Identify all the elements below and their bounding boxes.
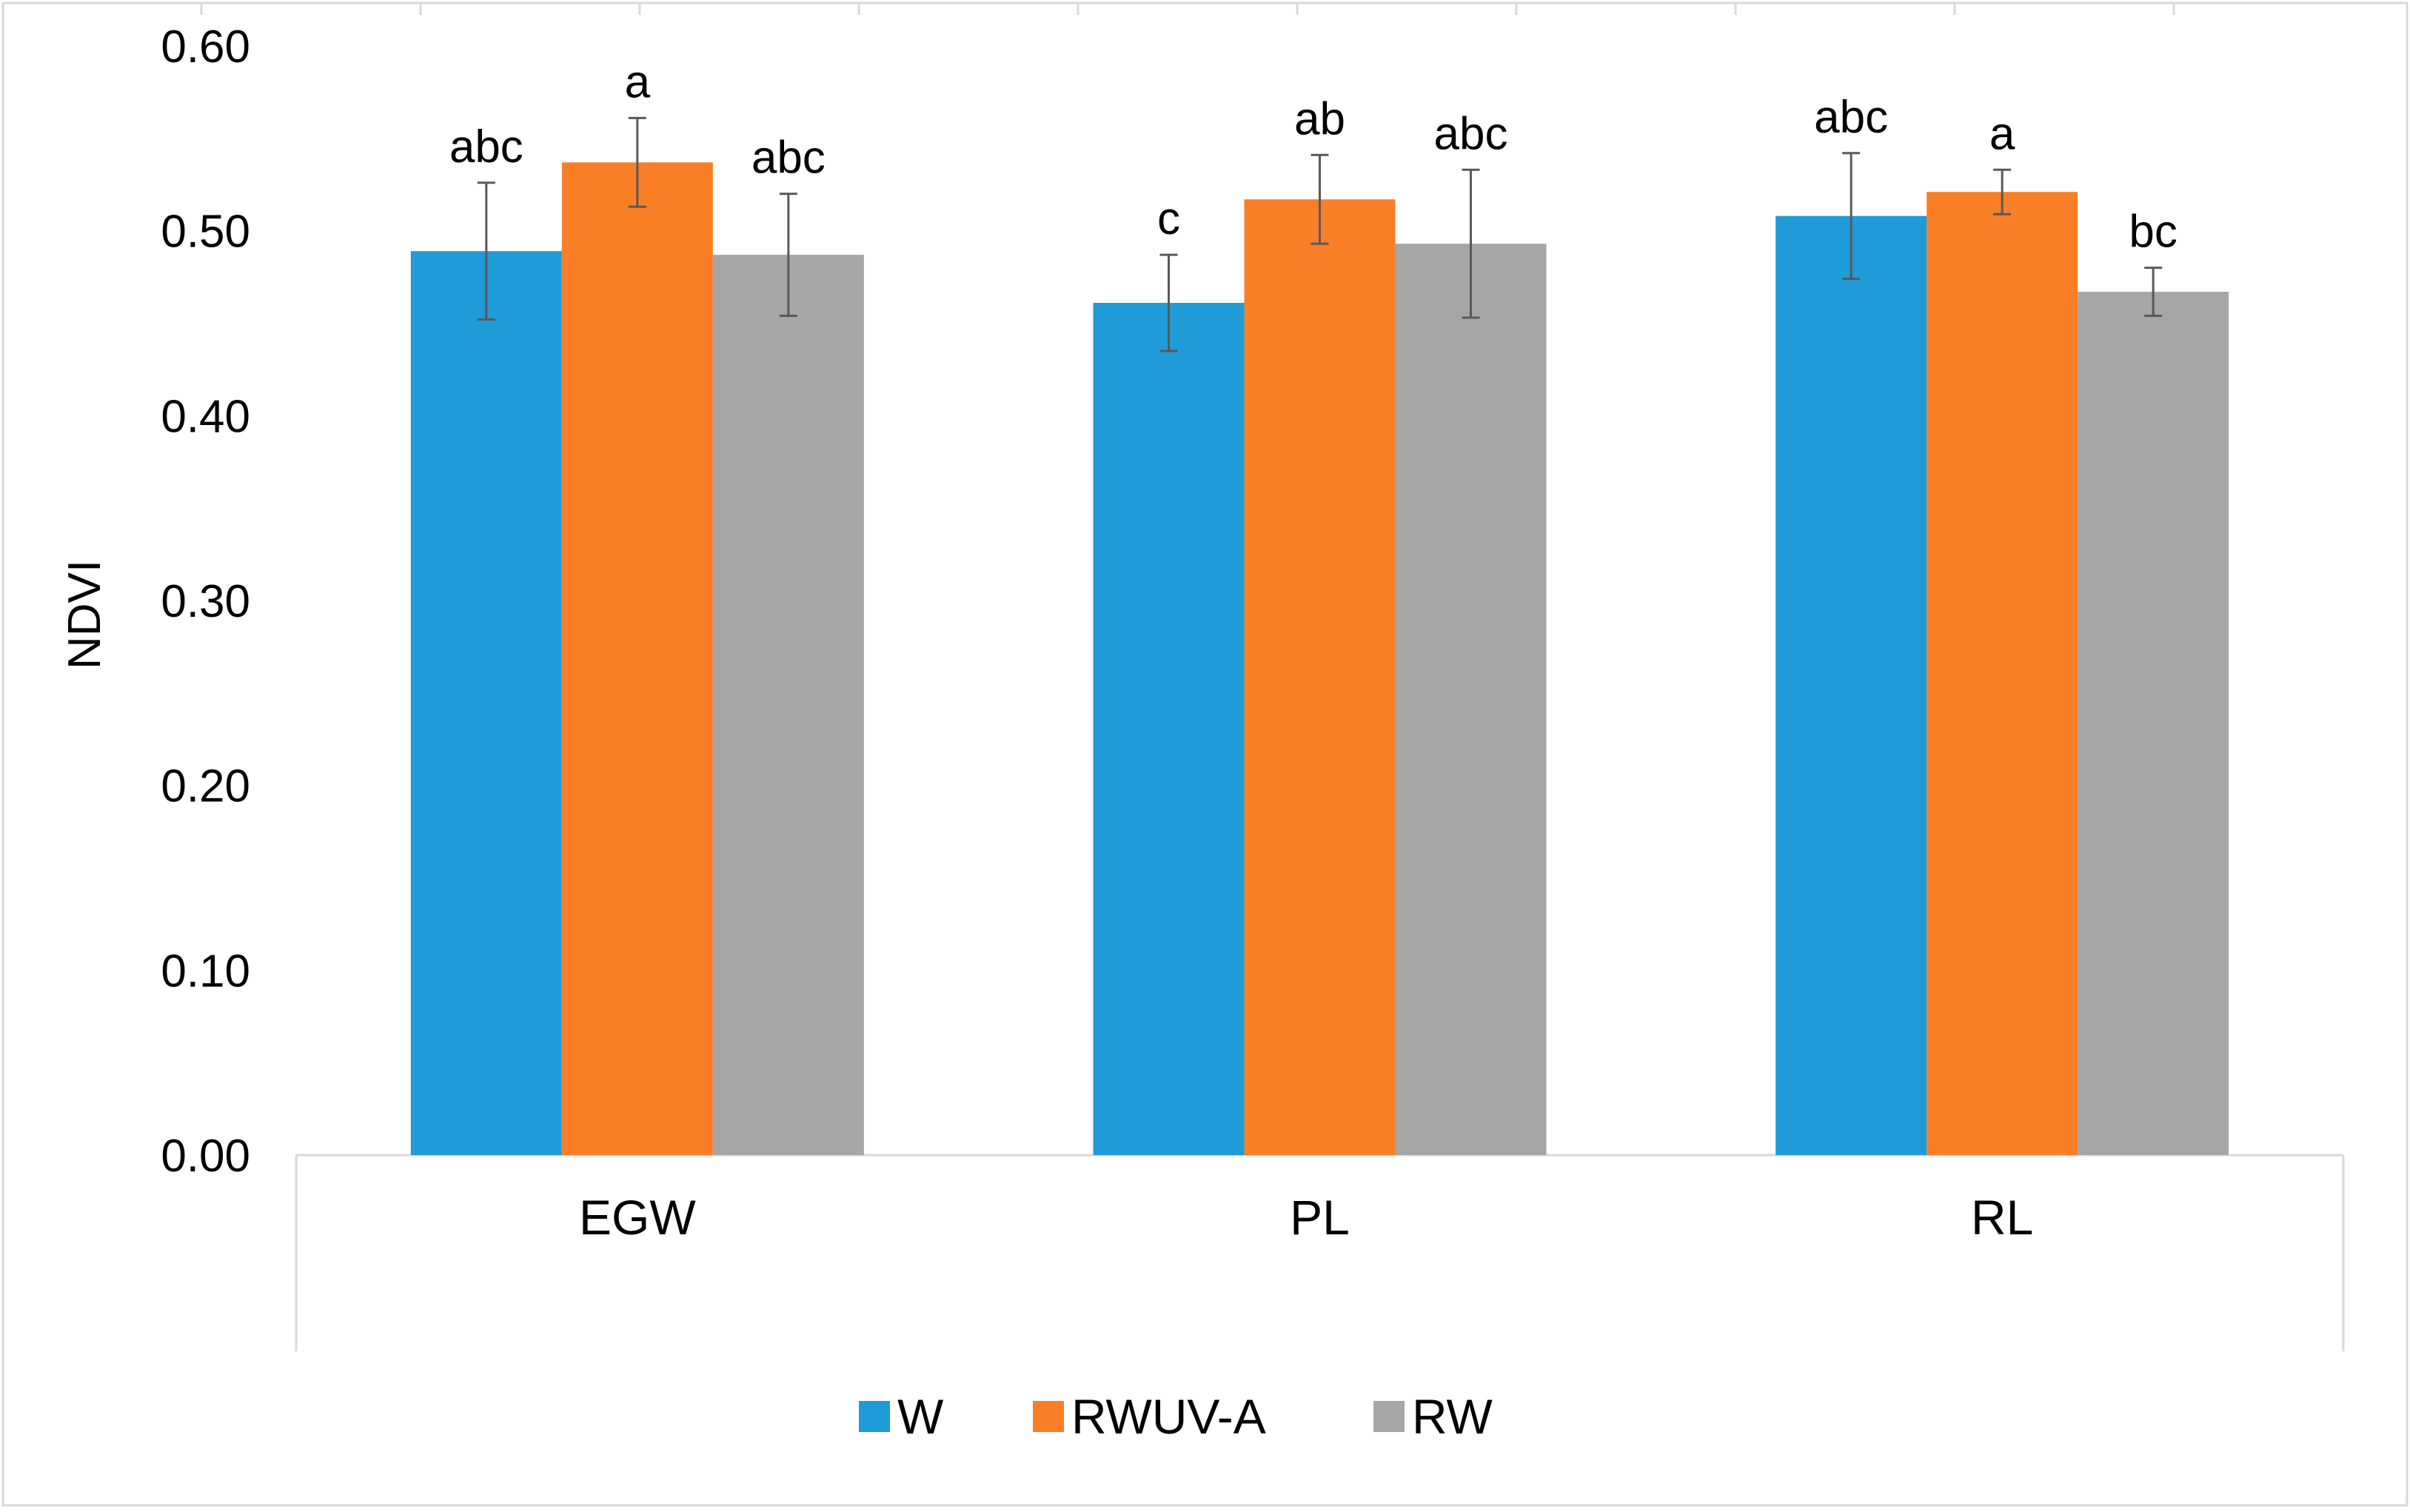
significance-label: abc — [1814, 92, 1888, 143]
y-tick-label: 0.00 — [161, 1131, 250, 1182]
y-axis-label: NDVI — [59, 560, 110, 669]
legend-swatch — [1033, 1401, 1064, 1432]
bar-w-rl — [1775, 215, 1927, 1155]
legend-label: RW — [1412, 1389, 1493, 1444]
bar-w-pl — [1093, 303, 1245, 1156]
y-tick-label: 0.10 — [161, 946, 250, 997]
y-axis: 0.00 0.10 0.20 0.30 0.40 0.50 0.60 — [161, 21, 250, 1182]
bar-rwuv-a-pl — [1244, 199, 1396, 1155]
legend-swatch — [1373, 1401, 1405, 1432]
y-tick-label: 0.20 — [161, 761, 250, 812]
y-tick-label: 0.50 — [161, 207, 250, 258]
significance-label: abc — [752, 133, 826, 184]
x-tick-label-egw: EGW — [579, 1190, 696, 1245]
x-axis-tick-labels: EGW PL RL — [579, 1190, 2033, 1245]
top-tick-marks — [200, 3, 2175, 15]
significance-label: bc — [2129, 207, 2177, 258]
bar-w-egw — [410, 251, 562, 1155]
legend: W RWUV-A RW — [859, 1389, 1493, 1444]
y-tick-label: 0.60 — [161, 21, 250, 73]
legend-label: RWUV-A — [1071, 1389, 1266, 1444]
significance-label: a — [1989, 108, 2015, 159]
significance-label: ab — [1294, 93, 1345, 144]
bars — [410, 162, 2229, 1156]
y-tick-label: 0.40 — [161, 391, 250, 442]
bar-rw-rl — [2078, 292, 2229, 1156]
y-tick-label: 0.30 — [161, 576, 250, 627]
bar-rw-pl — [1395, 244, 1547, 1156]
bar-rwuv-a-egw — [561, 162, 713, 1155]
category-axis-box — [295, 1154, 2345, 1351]
bar-rw-egw — [712, 255, 864, 1156]
legend-label: W — [897, 1389, 944, 1444]
legend-swatch — [859, 1401, 890, 1432]
x-tick-label-rl: RL — [1971, 1190, 2033, 1245]
error-bars — [477, 116, 2163, 352]
bar-rwuv-a-rl — [1927, 192, 2078, 1155]
significance-label: abc — [1434, 108, 1508, 159]
significance-label: c — [1157, 193, 1180, 244]
x-tick-label-pl: PL — [1290, 1190, 1350, 1245]
significance-label: a — [625, 56, 651, 107]
significance-label: abc — [449, 121, 523, 173]
